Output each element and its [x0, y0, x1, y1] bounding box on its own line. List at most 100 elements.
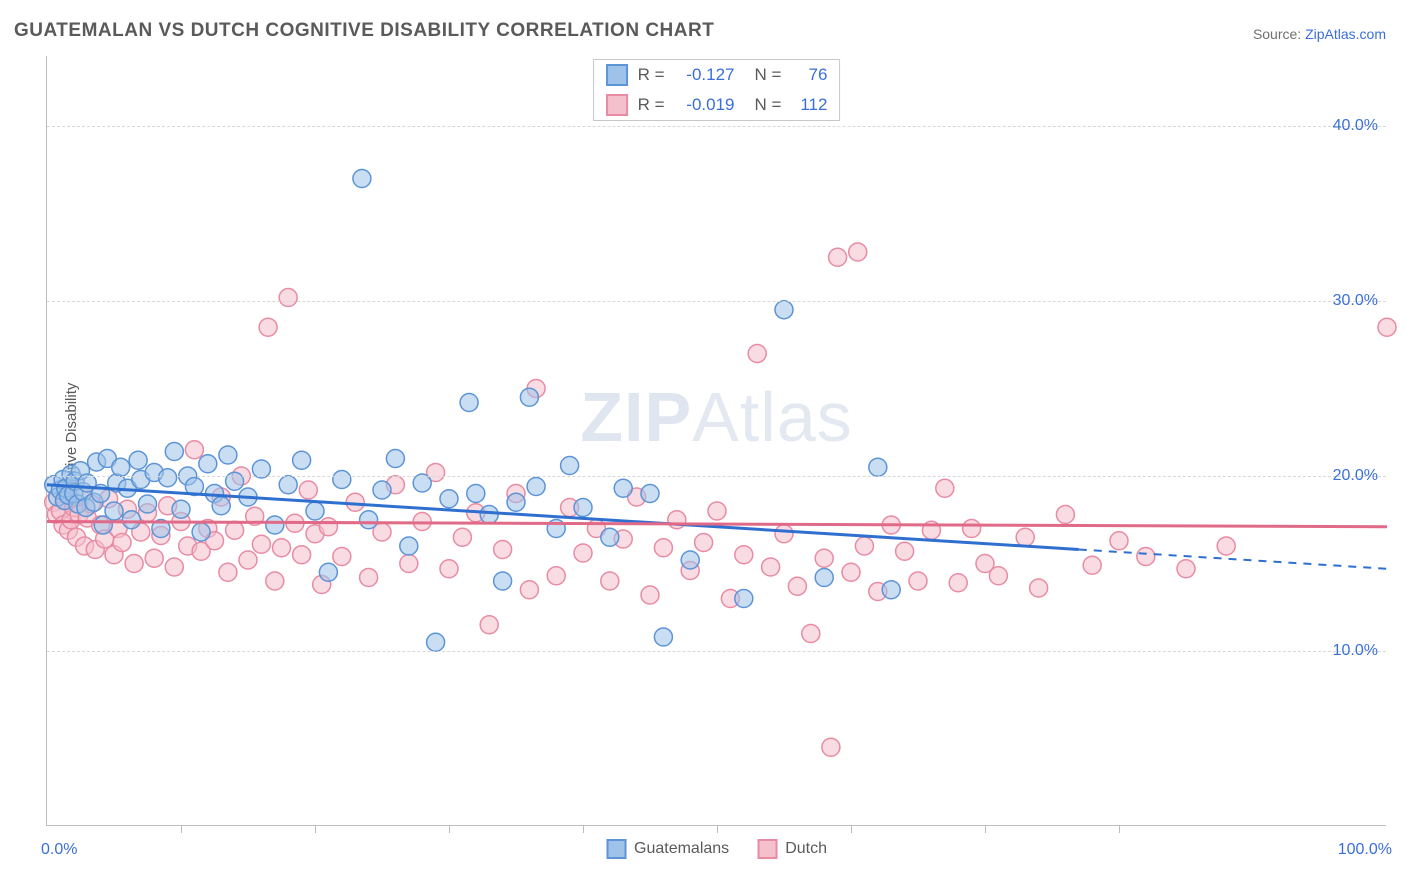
scatter-point	[802, 625, 820, 643]
scatter-point	[822, 738, 840, 756]
scatter-point	[279, 476, 297, 494]
scatter-point	[165, 558, 183, 576]
scatter-point	[949, 574, 967, 592]
scatter-point	[293, 451, 311, 469]
scatter-point	[1030, 579, 1048, 597]
scatter-point	[762, 558, 780, 576]
stat-r-label: R =	[638, 65, 665, 85]
scatter-point	[172, 500, 190, 518]
scatter-point	[219, 563, 237, 581]
x-tick	[583, 825, 584, 833]
scatter-point	[1137, 548, 1155, 566]
scatter-point	[266, 516, 284, 534]
scatter-point	[480, 616, 498, 634]
scatter-point	[775, 525, 793, 543]
scatter-point	[695, 534, 713, 552]
stat-n-value: 76	[791, 65, 827, 85]
y-tick-label: 40.0%	[1333, 117, 1378, 135]
scatter-point	[112, 458, 130, 476]
legend-label: Guatemalans	[634, 840, 729, 858]
scatter-point	[212, 497, 230, 515]
x-tick	[315, 825, 316, 833]
scatter-point	[748, 345, 766, 363]
y-tick-label: 20.0%	[1333, 467, 1378, 485]
scatter-point	[1016, 528, 1034, 546]
scatter-point	[333, 548, 351, 566]
x-axis-min-label: 0.0%	[41, 841, 77, 859]
gridline-h	[47, 126, 1386, 127]
gridline-h	[47, 301, 1386, 302]
source-link[interactable]: ZipAtlas.com	[1305, 26, 1386, 42]
scatter-point	[507, 493, 525, 511]
scatter-point	[279, 289, 297, 307]
series-legend: GuatemalansDutch	[606, 839, 827, 859]
scatter-point	[527, 478, 545, 496]
scatter-point	[360, 569, 378, 587]
scatter-point	[219, 446, 237, 464]
scatter-point	[199, 455, 217, 473]
scatter-point	[319, 518, 337, 536]
scatter-point	[936, 479, 954, 497]
stats-legend: R =-0.127N =76R =-0.019N =112	[593, 59, 841, 121]
scatter-point	[440, 560, 458, 578]
scatter-point	[113, 534, 131, 552]
scatter-point	[427, 633, 445, 651]
legend-swatch	[606, 839, 626, 859]
scatter-point	[574, 544, 592, 562]
scatter-point	[306, 502, 324, 520]
scatter-point	[185, 441, 203, 459]
gridline-h	[47, 651, 1386, 652]
scatter-point	[125, 555, 143, 573]
scatter-point	[129, 451, 147, 469]
x-tick	[851, 825, 852, 833]
x-tick	[1119, 825, 1120, 833]
gridline-h	[47, 476, 1386, 477]
legend-swatch	[606, 64, 628, 86]
scatter-point	[319, 563, 337, 581]
source-prefix: Source:	[1253, 26, 1305, 42]
scatter-point	[266, 572, 284, 590]
scatter-point	[614, 479, 632, 497]
scatter-point	[273, 539, 291, 557]
legend-swatch	[757, 839, 777, 859]
scatter-point	[165, 443, 183, 461]
scatter-point	[400, 537, 418, 555]
scatter-point	[226, 521, 244, 539]
scatter-point	[547, 567, 565, 585]
scatter-point	[869, 458, 887, 476]
stat-r-value: -0.019	[675, 95, 735, 115]
scatter-point	[159, 469, 177, 487]
scatter-point	[467, 485, 485, 503]
y-tick-label: 10.0%	[1333, 642, 1378, 660]
scatter-point	[1083, 556, 1101, 574]
stat-n-label: N =	[755, 65, 782, 85]
scatter-point	[989, 567, 1007, 585]
scatter-point	[494, 541, 512, 559]
scatter-point	[480, 506, 498, 524]
scatter-point	[735, 546, 753, 564]
scatter-point	[815, 549, 833, 567]
stats-legend-row: R =-0.019N =112	[594, 90, 840, 120]
scatter-point	[192, 523, 210, 541]
scatter-point	[654, 628, 672, 646]
scatter-point	[641, 485, 659, 503]
scatter-point	[681, 551, 699, 569]
scatter-point	[855, 537, 873, 555]
scatter-point	[574, 499, 592, 517]
scatter-point	[601, 572, 619, 590]
scatter-point	[1056, 506, 1074, 524]
source-attribution: Source: ZipAtlas.com	[1253, 26, 1386, 42]
scatter-point	[122, 511, 140, 529]
scatter-point	[259, 318, 277, 336]
scatter-point	[353, 170, 371, 188]
scatter-point	[252, 535, 270, 553]
stats-legend-row: R =-0.127N =76	[594, 60, 840, 90]
x-tick	[181, 825, 182, 833]
chart-title: GUATEMALAN VS DUTCH COGNITIVE DISABILITY…	[14, 20, 714, 42]
x-tick	[449, 825, 450, 833]
scatter-point	[226, 472, 244, 490]
chart-svg	[47, 56, 1386, 825]
stat-r-label: R =	[638, 95, 665, 115]
x-tick	[985, 825, 986, 833]
scatter-point	[829, 248, 847, 266]
